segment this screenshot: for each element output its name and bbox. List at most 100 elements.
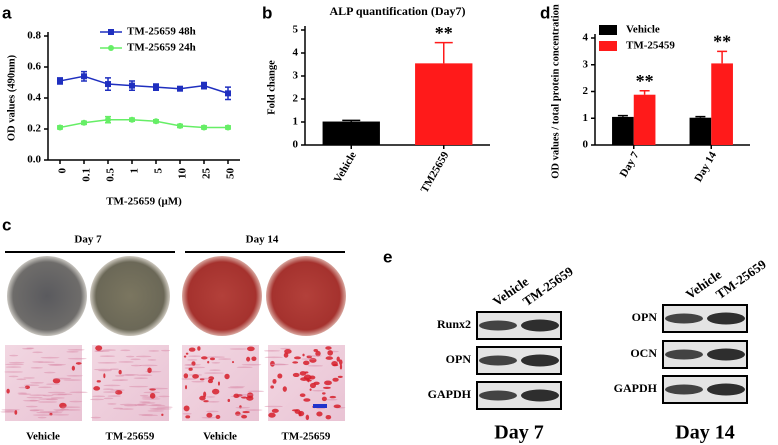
band bbox=[479, 390, 517, 401]
texture bbox=[97, 362, 117, 364]
texture bbox=[325, 346, 332, 350]
texture bbox=[8, 375, 19, 378]
texture bbox=[264, 356, 283, 359]
band bbox=[521, 354, 559, 367]
texture bbox=[40, 356, 60, 359]
texture bbox=[207, 360, 210, 364]
dish bbox=[7, 256, 87, 336]
texture bbox=[211, 362, 221, 364]
row-label: GAPDH bbox=[428, 387, 472, 401]
texture bbox=[339, 364, 343, 370]
texture bbox=[46, 398, 59, 401]
texture bbox=[209, 357, 215, 361]
line bbox=[59, 118, 228, 129]
x-tick-label: 10 bbox=[177, 168, 189, 180]
texture bbox=[14, 409, 18, 415]
texture bbox=[25, 405, 38, 408]
row-label: Runx2 bbox=[437, 317, 471, 331]
texture bbox=[63, 379, 82, 381]
texture bbox=[124, 374, 139, 376]
texture bbox=[51, 393, 68, 396]
texture bbox=[134, 404, 149, 406]
texture bbox=[96, 380, 101, 383]
bar bbox=[689, 117, 712, 145]
texture bbox=[201, 416, 217, 419]
texture bbox=[113, 407, 124, 410]
texture bbox=[306, 379, 312, 382]
texture bbox=[128, 385, 149, 388]
texture bbox=[322, 392, 326, 395]
texture bbox=[89, 398, 105, 401]
texture bbox=[325, 398, 338, 401]
texture bbox=[282, 386, 287, 392]
y-tick-label: 3 bbox=[583, 58, 589, 70]
texture bbox=[6, 388, 10, 394]
micrograph bbox=[268, 345, 345, 421]
texture bbox=[215, 414, 221, 420]
band bbox=[665, 349, 703, 360]
texture bbox=[29, 399, 38, 402]
texture bbox=[66, 351, 79, 353]
texture bbox=[325, 356, 334, 360]
y-tick-label: 0.0 bbox=[27, 154, 41, 166]
y-tick-label: 4 bbox=[293, 47, 299, 59]
texture bbox=[102, 349, 116, 351]
texture bbox=[66, 374, 83, 377]
texture bbox=[303, 360, 310, 366]
panel-label: e bbox=[383, 247, 392, 266]
texture bbox=[206, 356, 225, 358]
scale-bar bbox=[313, 404, 327, 408]
texture bbox=[26, 396, 43, 399]
marker bbox=[177, 85, 183, 92]
legend-label: TM-25659 24h bbox=[127, 42, 196, 54]
texture bbox=[156, 406, 173, 408]
error-bar bbox=[717, 50, 728, 64]
texture bbox=[69, 400, 83, 403]
texture bbox=[204, 372, 224, 374]
x-tick-label: TM25659 bbox=[419, 149, 452, 195]
texture bbox=[307, 365, 323, 367]
texture bbox=[206, 410, 219, 413]
dish bbox=[90, 256, 170, 336]
texture bbox=[321, 396, 327, 402]
y-tick-label: 0 bbox=[583, 139, 589, 151]
texture bbox=[149, 408, 166, 410]
texture bbox=[94, 350, 104, 352]
texture bbox=[324, 380, 332, 386]
texture bbox=[315, 350, 321, 357]
texture bbox=[50, 397, 65, 399]
texture bbox=[47, 391, 66, 394]
texture bbox=[322, 386, 331, 389]
texture bbox=[99, 355, 116, 357]
texture bbox=[316, 411, 323, 417]
x-tick-label: 0.1 bbox=[81, 168, 93, 182]
texture bbox=[299, 393, 306, 397]
band bbox=[521, 389, 559, 402]
texture bbox=[332, 377, 339, 382]
x-tick-label: 25 bbox=[201, 168, 213, 180]
group-label: Day 7 bbox=[74, 234, 102, 246]
texture bbox=[90, 416, 102, 419]
chart-title: ALP quantification (Day7) bbox=[329, 4, 465, 18]
y-tick-label: 0.8 bbox=[27, 30, 41, 42]
texture bbox=[118, 361, 134, 363]
row-label: GAPDH bbox=[614, 381, 658, 395]
texture bbox=[235, 413, 244, 416]
texture bbox=[264, 405, 283, 408]
y-tick-label: 0 bbox=[293, 139, 299, 151]
texture bbox=[293, 356, 302, 360]
y-tick-label: 0.6 bbox=[27, 61, 41, 73]
texture bbox=[271, 363, 289, 366]
texture bbox=[199, 377, 211, 380]
texture bbox=[32, 414, 53, 416]
texture bbox=[244, 409, 263, 411]
texture bbox=[1, 409, 20, 411]
texture bbox=[29, 381, 44, 384]
texture bbox=[53, 377, 72, 380]
texture bbox=[38, 361, 55, 363]
texture bbox=[135, 355, 152, 358]
texture bbox=[292, 361, 299, 364]
texture bbox=[107, 395, 121, 397]
texture bbox=[190, 366, 206, 369]
